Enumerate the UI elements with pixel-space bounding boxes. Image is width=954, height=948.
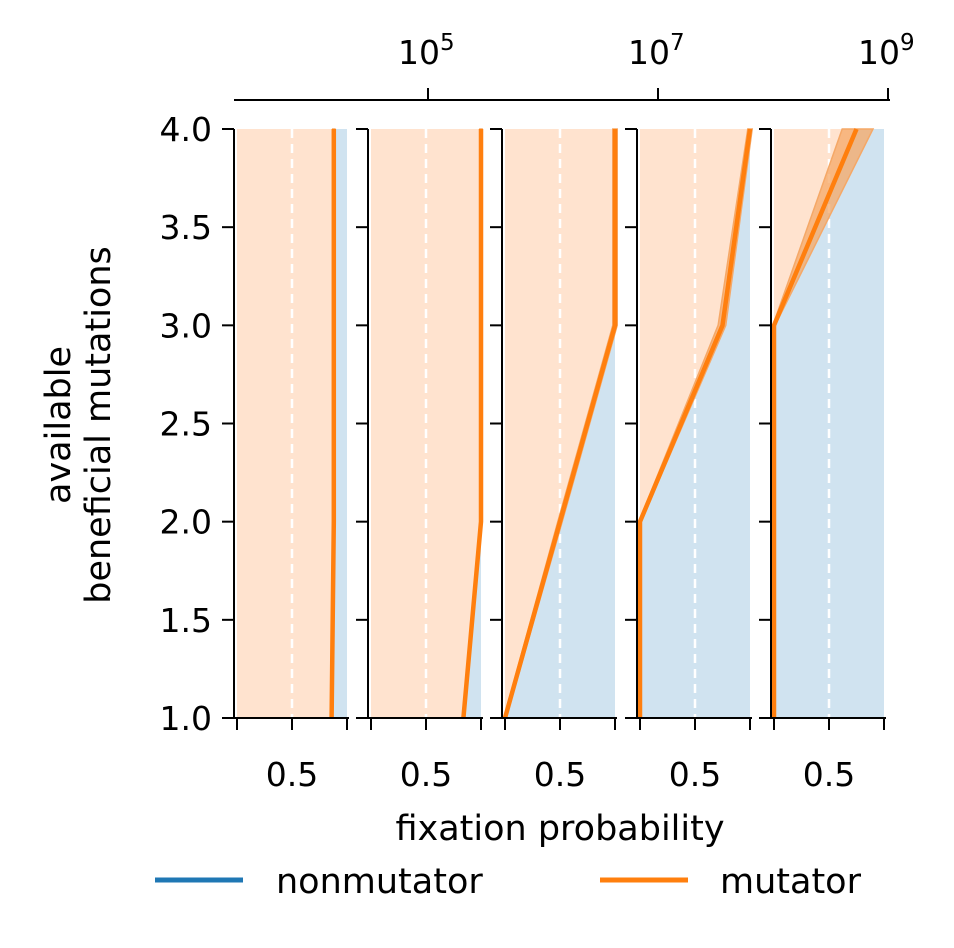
y-tick-label: 4.0 — [160, 110, 212, 149]
panels-layer: 0.5 0.5 0.5 0.5 0.5 — [233, 128, 886, 794]
x-tick-label: 0.5 — [266, 755, 318, 794]
x-axis-label: fixation probability — [395, 809, 724, 849]
top-axis: 105 107 109 — [234, 30, 915, 101]
mutator-area — [505, 129, 615, 718]
legend: nonmutator mutator — [155, 862, 862, 902]
mutator-line — [329, 129, 337, 719]
panel-4: 0.5 — [625, 128, 754, 794]
x-tick-label: 0.5 — [534, 755, 586, 794]
panel-2: 0.5 — [356, 128, 484, 794]
y-tick-label: 1.0 — [160, 699, 212, 738]
mutator-area — [371, 129, 481, 718]
panel-3: 0.5 — [490, 128, 618, 794]
top-tick-label: 107 — [628, 30, 685, 72]
mutator-line — [637, 128, 753, 718]
x-tick-label: 0.5 — [400, 755, 452, 794]
mutator-area — [640, 129, 750, 718]
panel-1: 0.5 — [233, 128, 349, 794]
y-tick-label: 3.0 — [160, 306, 212, 345]
y-tick-label: 2.5 — [160, 405, 212, 444]
nonmutator-area — [774, 129, 884, 718]
legend-label-nonmutator: nonmutator — [276, 862, 483, 902]
x-tick-label: 0.5 — [803, 755, 855, 794]
y-tick-label: 2.0 — [160, 503, 212, 542]
y-axis: 1.0 1.5 2.0 2.5 3.0 3.5 4.0 — [160, 110, 234, 738]
mutator-line — [771, 128, 859, 718]
mutator-area — [237, 129, 334, 718]
y-tick-label: 3.5 — [160, 208, 212, 247]
mutator-line — [461, 129, 484, 719]
top-tick-label: 105 — [398, 30, 455, 72]
x-tick-label: 0.5 — [669, 755, 721, 794]
mutator-line — [502, 129, 618, 719]
legend-label-mutator: mutator — [720, 862, 862, 902]
panel-5: 0.5 — [759, 128, 886, 794]
y-tick-label: 1.5 — [160, 601, 212, 640]
nonmutator-area — [505, 129, 615, 718]
y-axis-label-line2: beneficial mutations — [79, 246, 119, 604]
top-tick-label: 109 — [858, 30, 915, 72]
nonmutator-area — [640, 129, 750, 718]
y-axis-label-line1: available — [39, 346, 79, 504]
